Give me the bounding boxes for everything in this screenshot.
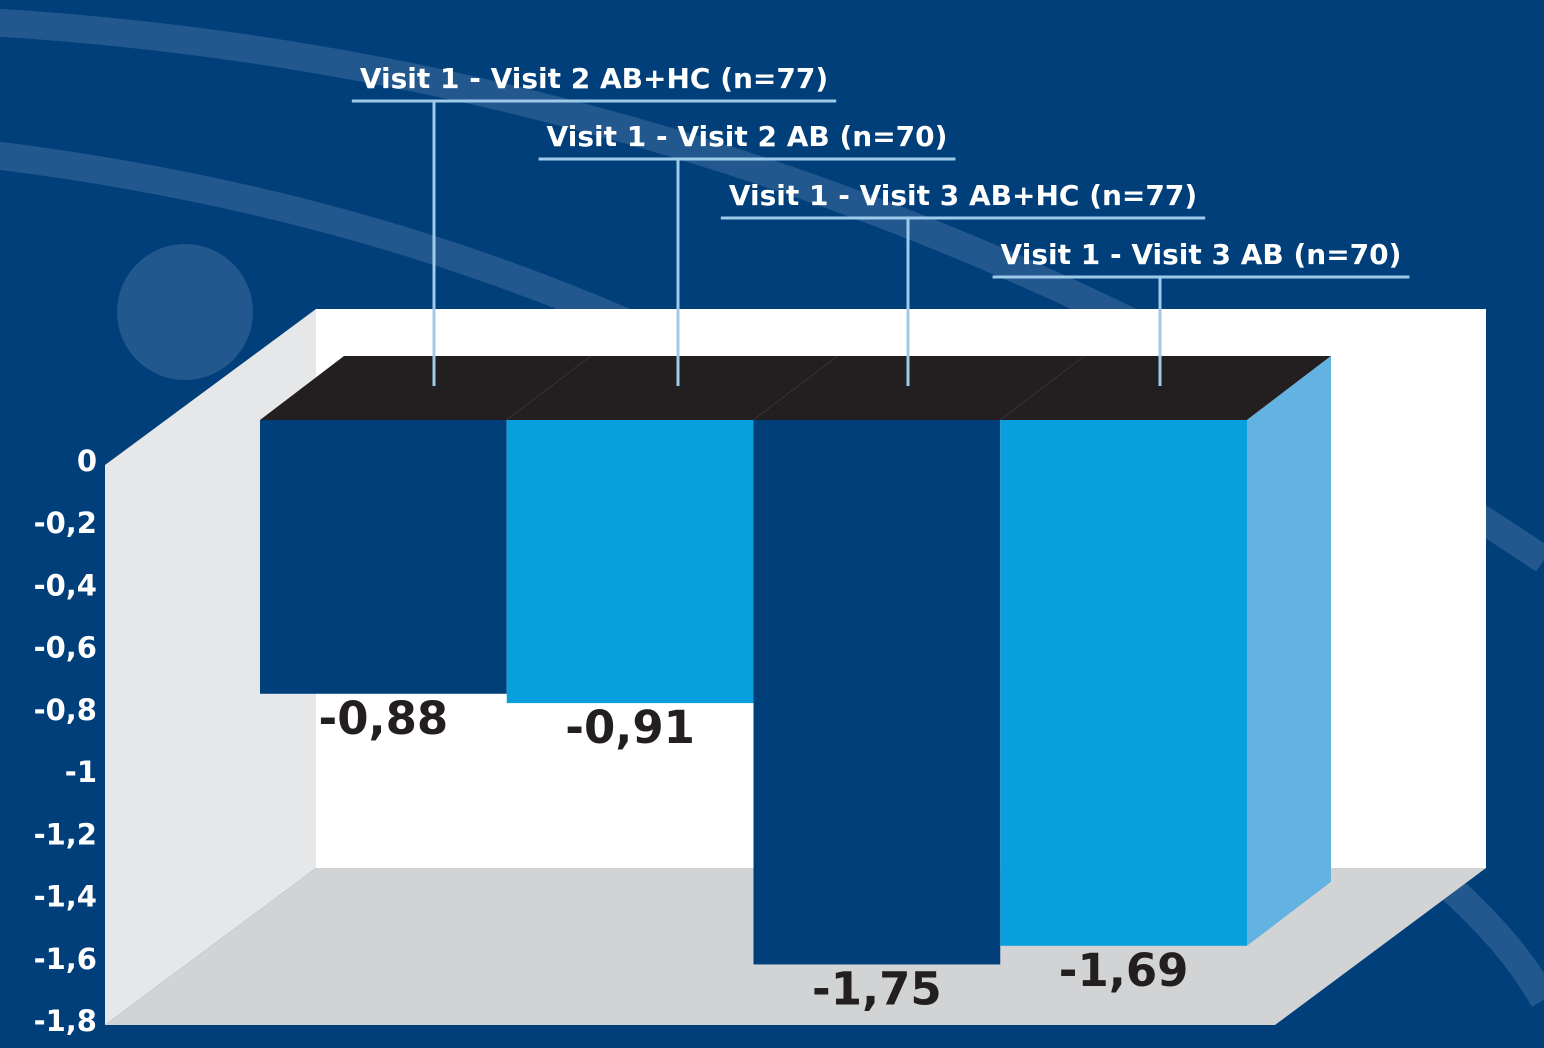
y-tick-label: -1,2	[34, 817, 97, 851]
value-label: -1,75	[812, 962, 942, 1015]
bar-top	[260, 356, 591, 420]
legend-label: Visit 1 - Visit 2 AB+HC (n=77)	[360, 62, 828, 95]
legend-label: Visit 1 - Visit 3 AB+HC (n=77)	[729, 179, 1197, 212]
legend-label: Visit 1 - Visit 3 AB (n=70)	[1001, 238, 1402, 271]
bar-top	[753, 356, 1085, 420]
bar-top	[1000, 356, 1331, 420]
y-tick-label: -1,4	[34, 880, 97, 914]
y-tick-label: -1	[65, 755, 97, 789]
value-label: -1,69	[1059, 944, 1189, 997]
y-tick-label: -0,2	[34, 506, 97, 540]
value-label: -0,88	[319, 692, 449, 745]
bar	[753, 420, 1001, 965]
bar-side	[1247, 356, 1331, 946]
bar-top	[506, 356, 838, 420]
y-tick-label: -0,8	[34, 693, 97, 727]
y-tick-label: -0,6	[34, 631, 97, 665]
legend-label: Visit 1 - Visit 2 AB (n=70)	[547, 120, 948, 153]
bar	[260, 420, 507, 694]
bar	[506, 420, 754, 704]
decor-circle	[117, 244, 253, 380]
y-tick-label: 0	[77, 444, 97, 478]
y-tick-label: -1,8	[34, 1004, 97, 1038]
y-tick-label: -1,6	[34, 942, 97, 976]
bar	[1000, 420, 1247, 946]
value-label: -0,91	[565, 701, 695, 754]
y-tick-label: -0,4	[34, 568, 97, 602]
